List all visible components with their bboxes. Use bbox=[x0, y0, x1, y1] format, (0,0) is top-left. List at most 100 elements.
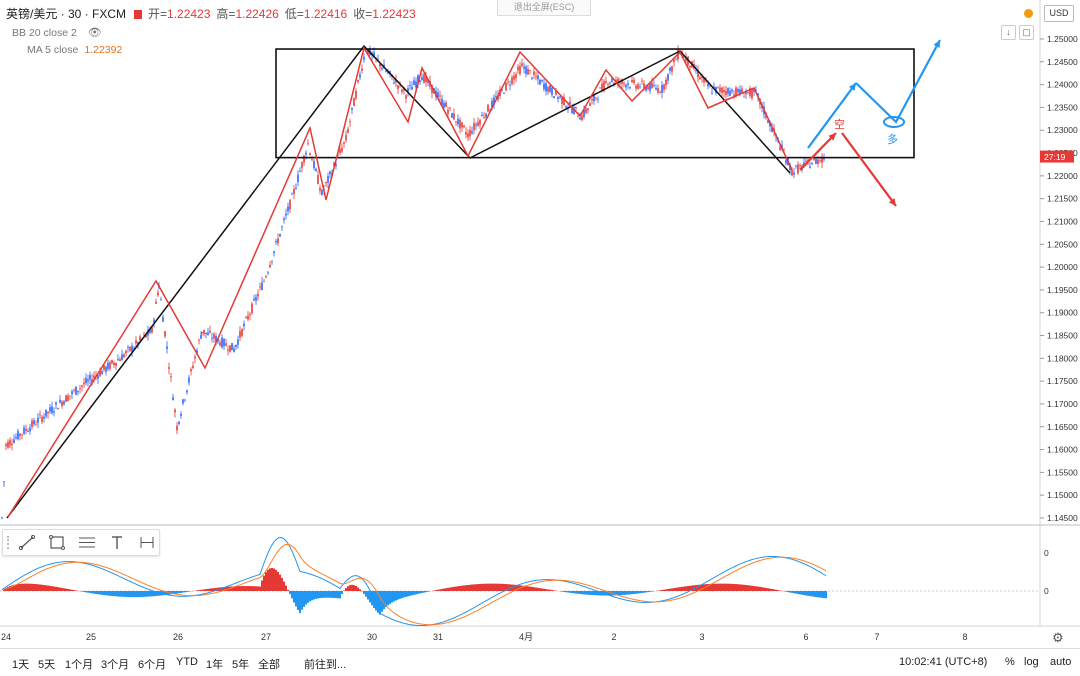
macd-histogram-bar bbox=[629, 591, 631, 594]
maximize-icon[interactable]: ▢ bbox=[1019, 25, 1034, 40]
y-tick-label: 1.21500 bbox=[1047, 194, 1078, 204]
alert-dot-icon[interactable] bbox=[1024, 9, 1033, 18]
candle-body bbox=[443, 103, 445, 107]
exit-fullscreen-button[interactable]: 退出全屏(ESC) bbox=[497, 0, 591, 16]
bb-legend[interactable]: BB 20 close 2 👁 bbox=[12, 26, 102, 39]
macd-histogram-bar bbox=[135, 591, 137, 597]
macd-histogram-bar bbox=[553, 590, 555, 591]
macd-histogram-bar bbox=[19, 584, 21, 591]
macd-histogram-bar bbox=[317, 591, 319, 598]
candle-body bbox=[125, 351, 127, 353]
drawing-toolbar[interactable] bbox=[2, 529, 160, 556]
candle-body bbox=[251, 304, 253, 314]
candle-body bbox=[31, 421, 33, 427]
macd-histogram-bar bbox=[811, 591, 813, 596]
macd-histogram-bar bbox=[545, 589, 547, 591]
macd-histogram-bar bbox=[257, 586, 259, 591]
x-tick-label: 3 bbox=[699, 632, 704, 642]
range-button[interactable]: 1个月 bbox=[65, 656, 93, 672]
x-tick-label: 31 bbox=[433, 632, 443, 642]
candle-body bbox=[487, 105, 489, 112]
chart-canvas[interactable]: 1.250001.245001.240001.235001.230001.225… bbox=[0, 0, 1080, 648]
macd-histogram-bar bbox=[529, 587, 531, 591]
candle-body bbox=[184, 400, 186, 401]
measure-icon[interactable] bbox=[137, 533, 157, 552]
fib-icon[interactable] bbox=[77, 533, 97, 552]
macd-histogram-bar bbox=[755, 586, 757, 591]
macd-histogram-bar bbox=[465, 585, 467, 591]
macd-histogram-bar bbox=[817, 591, 819, 597]
macd-histogram-bar bbox=[471, 585, 473, 591]
candle-body bbox=[174, 410, 176, 413]
candle-body bbox=[11, 444, 13, 445]
range-button[interactable]: YTD bbox=[176, 656, 198, 668]
candle-body bbox=[485, 114, 487, 117]
trendline-icon[interactable] bbox=[17, 533, 37, 552]
candle-body bbox=[45, 410, 47, 417]
macd-histogram-bar bbox=[245, 586, 247, 591]
y-tick-label: 1.17000 bbox=[1047, 399, 1078, 409]
macd-histogram-bar bbox=[805, 591, 807, 595]
range-button[interactable]: 全部 bbox=[258, 656, 280, 672]
macd-histogram-bar bbox=[449, 587, 451, 591]
range-button[interactable]: 5年 bbox=[232, 656, 249, 672]
macd-histogram-bar bbox=[495, 584, 497, 591]
candle-body bbox=[653, 85, 655, 86]
candle-body bbox=[601, 84, 603, 91]
range-button[interactable]: 1天 bbox=[12, 656, 29, 672]
candle-body bbox=[515, 74, 517, 78]
macd-histogram-bar bbox=[645, 591, 647, 592]
rectangle-icon[interactable] bbox=[47, 533, 67, 552]
macd-histogram-bar bbox=[819, 591, 821, 598]
macd-histogram-bar bbox=[639, 591, 641, 593]
candle-body bbox=[799, 165, 801, 166]
macd-histogram-bar bbox=[179, 591, 181, 593]
goto-button[interactable]: 前往到... bbox=[304, 656, 346, 672]
macd-histogram-bar bbox=[125, 591, 127, 597]
candle-body bbox=[639, 87, 641, 88]
macd-histogram-bar bbox=[345, 588, 347, 591]
range-button[interactable]: 3个月 bbox=[101, 656, 129, 672]
x-tick-label: 4月 bbox=[519, 632, 533, 642]
text-icon[interactable] bbox=[107, 533, 127, 552]
percent-toggle[interactable]: % bbox=[1005, 656, 1015, 668]
candle-body bbox=[253, 299, 255, 301]
candle-body bbox=[249, 314, 251, 315]
candle-body bbox=[565, 106, 567, 107]
symbol-name[interactable]: 英镑/美元 · 30 · FXCM bbox=[6, 7, 126, 21]
currency-button[interactable]: USD bbox=[1044, 5, 1074, 22]
macd-histogram-bar bbox=[199, 590, 201, 591]
macd-histogram-bar bbox=[391, 591, 393, 603]
candle-body bbox=[743, 97, 745, 98]
auto-toggle[interactable]: auto bbox=[1050, 656, 1071, 668]
candle-body bbox=[397, 85, 399, 89]
macd-histogram-bar bbox=[807, 591, 809, 596]
macd-tick-label: 0 bbox=[1044, 548, 1049, 558]
candle-body bbox=[279, 234, 281, 236]
candle-body bbox=[205, 333, 207, 334]
drawings[interactable]: 空多 bbox=[7, 40, 940, 518]
candle-body bbox=[353, 98, 355, 106]
candle-body bbox=[43, 417, 45, 419]
macd-histogram-bar bbox=[387, 591, 389, 605]
log-toggle[interactable]: log bbox=[1024, 656, 1039, 668]
drag-handle-icon[interactable] bbox=[7, 536, 13, 549]
range-button[interactable]: 5天 bbox=[38, 656, 55, 672]
macd-histogram-bar bbox=[27, 584, 29, 591]
macd-histogram-bar bbox=[247, 586, 249, 591]
eye-icon[interactable]: 👁 bbox=[88, 27, 102, 39]
y-tick-label: 1.21000 bbox=[1047, 216, 1078, 226]
range-button[interactable]: 6个月 bbox=[138, 656, 166, 672]
settings-gear-icon[interactable]: ⚙ bbox=[1052, 630, 1064, 646]
macd-histogram-bar bbox=[147, 591, 149, 597]
macd-histogram-bar bbox=[337, 591, 339, 598]
macd-histogram-bar bbox=[591, 591, 593, 595]
macd-histogram-bar bbox=[575, 591, 577, 594]
range-button[interactable]: 1年 bbox=[206, 656, 223, 672]
candle-body bbox=[1, 517, 3, 518]
scroll-down-icon[interactable]: ↓ bbox=[1001, 25, 1016, 40]
candle-body bbox=[597, 99, 599, 100]
candle-body bbox=[381, 68, 383, 69]
